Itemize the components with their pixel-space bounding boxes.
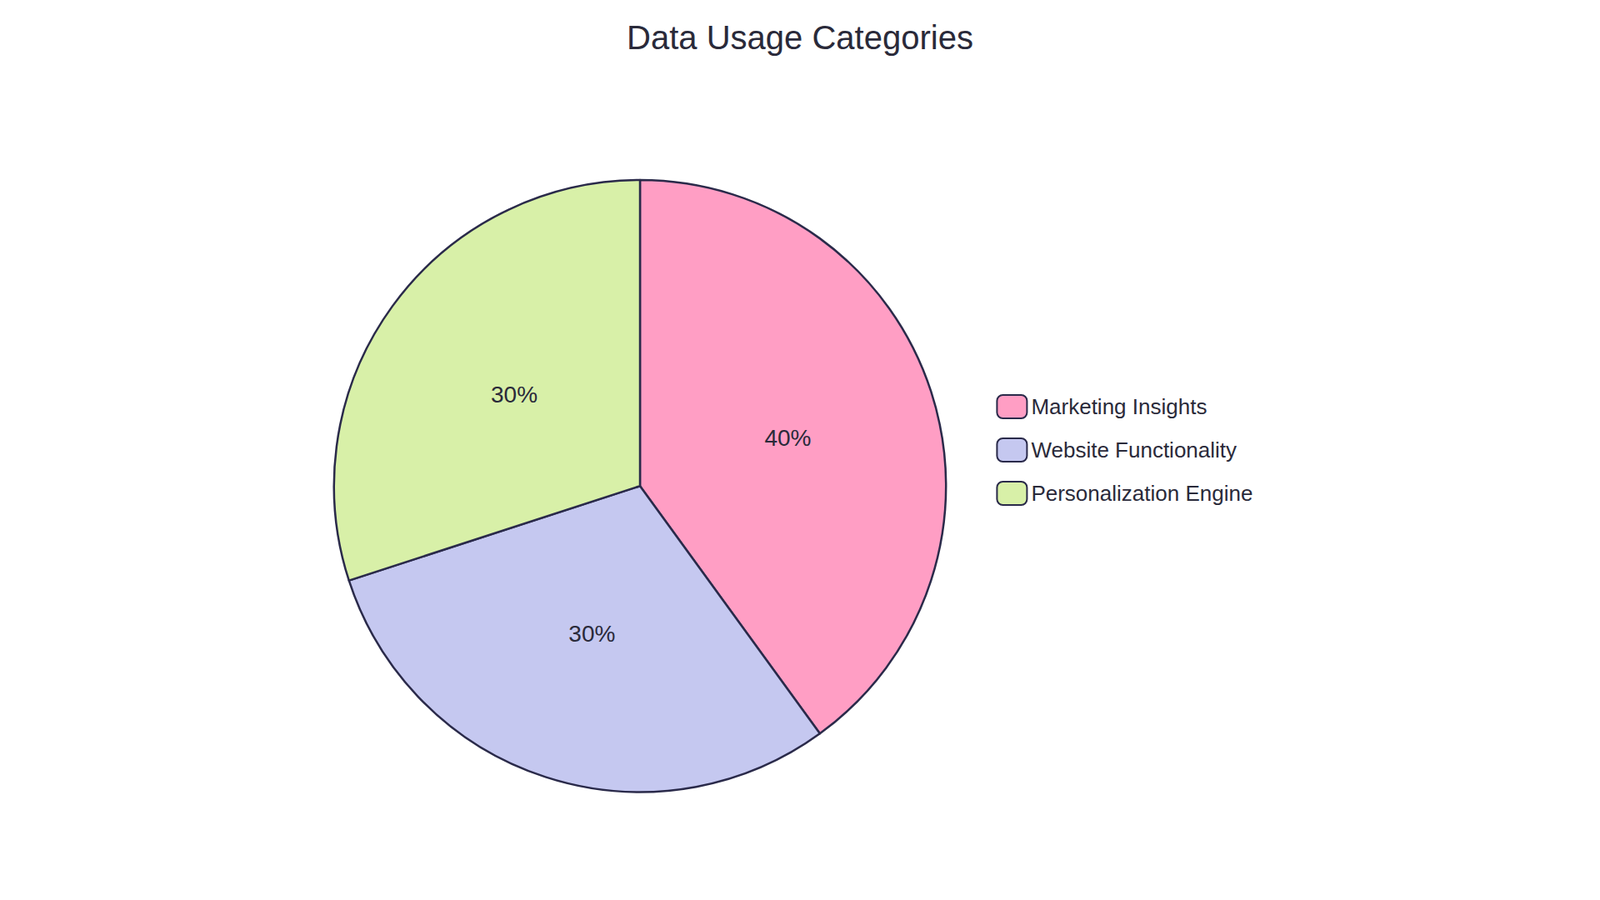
svg-text:Website Functionality: Website Functionality xyxy=(1030,437,1237,463)
svg-text:Data Usage Categories: Data Usage Categories xyxy=(626,19,974,56)
svg-text:Personalization Engine: Personalization Engine xyxy=(1030,480,1253,506)
svg-text:30%: 30% xyxy=(568,620,615,647)
svg-text:Marketing Insights: Marketing Insights xyxy=(1030,394,1207,420)
svg-text:30%: 30% xyxy=(490,381,538,408)
svg-text:40%: 40% xyxy=(764,425,811,451)
